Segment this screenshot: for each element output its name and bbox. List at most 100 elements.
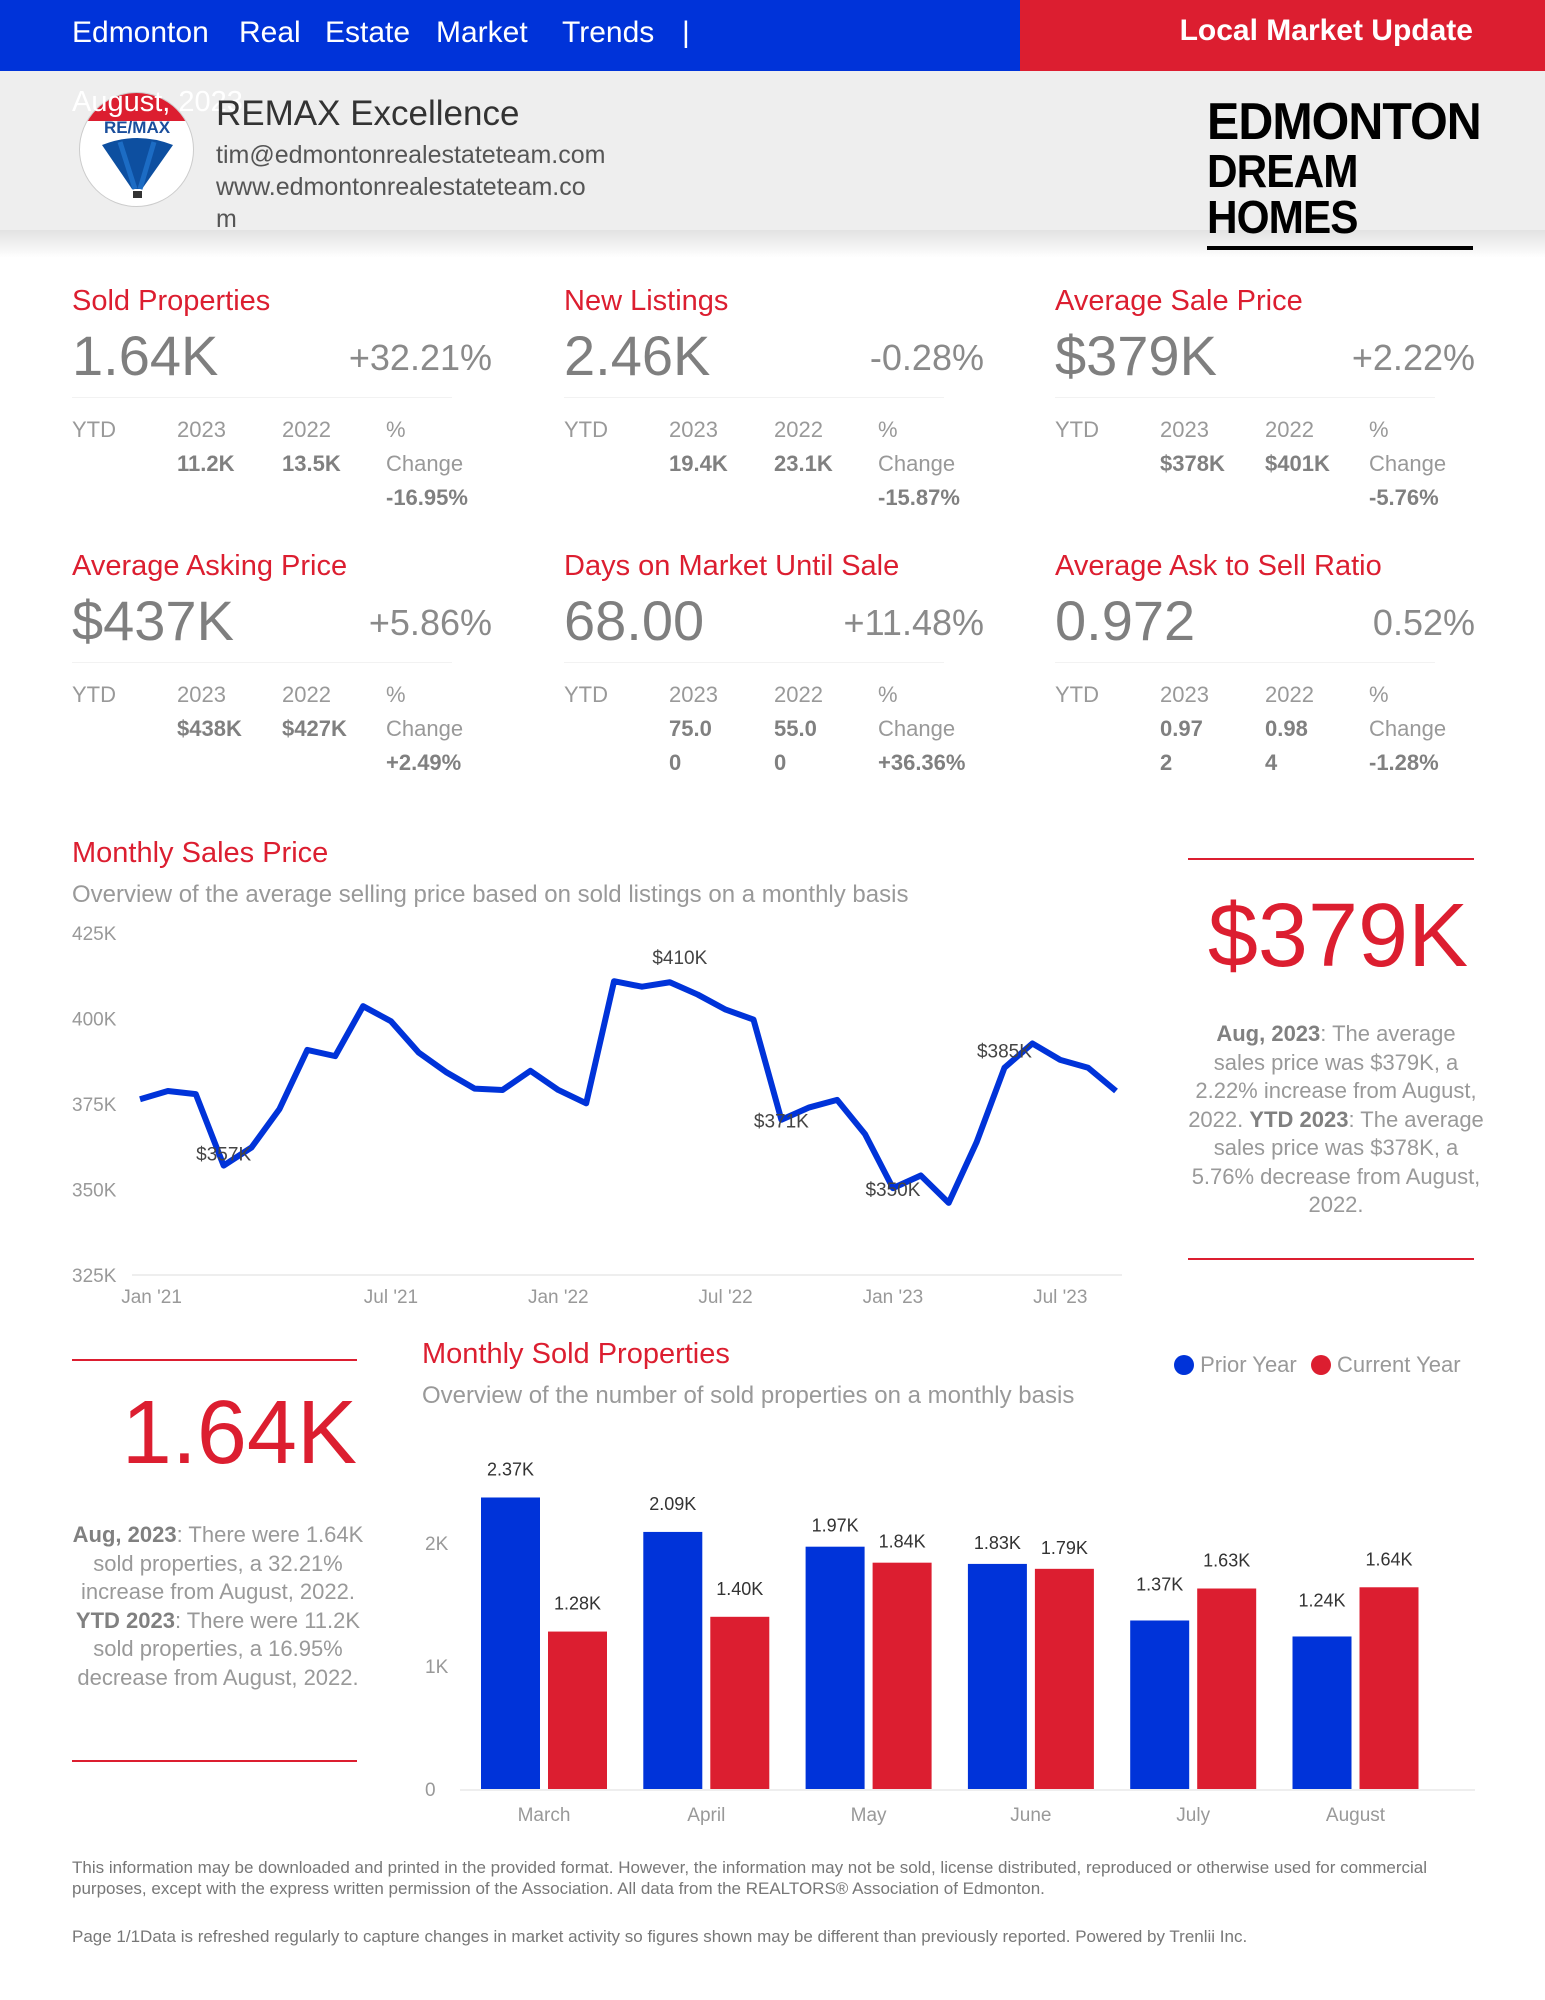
bar-value-label: 1.63K — [1203, 1551, 1250, 1571]
kpi-divider — [72, 662, 452, 663]
ytd-value-current: 19.4K — [669, 451, 728, 476]
legend-label: Current Year — [1337, 1352, 1461, 1377]
ytd-label: YTD — [1055, 682, 1099, 707]
y-tick-label: 400K — [72, 1010, 117, 1031]
ytd-label: YTD — [1055, 417, 1099, 442]
legend-swatch-prior — [1174, 1355, 1194, 1375]
note-bold: Aug, 2023 — [72, 1522, 177, 1547]
bar-value-label: 1.83K — [974, 1533, 1021, 1553]
sales-price-big-value: $379K — [1207, 886, 1469, 986]
x-tick-label: Jan '21 — [121, 1287, 182, 1308]
data-label: $410K — [652, 948, 707, 969]
nav-word: Real — [239, 16, 301, 49]
divider-top — [72, 1359, 357, 1361]
year-label: 2023 — [177, 682, 226, 707]
data-label: $385K — [977, 1042, 1032, 1063]
pct-label: Change — [386, 451, 464, 476]
nav-separator: | — [682, 16, 690, 49]
agent-email[interactable]: tim@edmontonrealestateteam.com — [216, 141, 606, 169]
ytd-label: YTD — [72, 682, 116, 707]
pct-label: Change — [386, 716, 464, 741]
kpi-divider — [1055, 662, 1435, 663]
bar-current-year — [1197, 1588, 1257, 1789]
nav-word: Estate — [325, 16, 411, 49]
pct-label: % — [878, 682, 898, 707]
x-tick-label: Jan '23 — [863, 1287, 924, 1308]
sold-properties-bar-chart: 0 1K 2K 2.37K 1.28K March 2.09K 1.40K April 1.97K… — [425, 1459, 1475, 1826]
bar-value-label: 1.64K — [1365, 1549, 1412, 1569]
kpi-change: +11.48% — [843, 602, 984, 643]
y-tick-label: 425K — [72, 924, 117, 945]
ytd-label: YTD — [564, 417, 608, 442]
ytd-label: YTD — [72, 417, 116, 442]
year-label: 2023 — [177, 417, 226, 442]
sold-note: Aug, 2023: There were 1.64K sold propert… — [72, 1521, 364, 1692]
bar-prior-year — [481, 1497, 540, 1789]
bar-value-label: 1.37K — [1136, 1574, 1183, 1594]
pct-label: Change — [1369, 716, 1447, 741]
bar-prior-year — [1292, 1636, 1352, 1789]
kpi-card: Average Ask to Sell Ratio 0.972 0.52% YT… — [1055, 550, 1475, 800]
note-bold: YTD 2023 — [75, 1607, 175, 1633]
kpi-change: -0.28% — [869, 337, 984, 378]
ytd-value-current: $378K — [1160, 451, 1225, 476]
ytd-label: YTD — [564, 682, 608, 707]
y-tick-label: 1K — [425, 1657, 449, 1678]
data-label: $371K — [754, 1112, 809, 1133]
note-text: : The average sales price was $378K, a 5… — [1191, 1106, 1484, 1218]
note-bold: YTD 2023 — [1249, 1106, 1349, 1132]
nav-word: Market — [436, 16, 528, 49]
edmonton-dream-homes-logo: EDMONTON DREAM HOMES — [1207, 93, 1482, 250]
x-category-label: July — [1176, 1805, 1210, 1826]
x-category-label: August — [1326, 1805, 1386, 1826]
agent-website[interactable]: www.edmontonrealestateteam.co — [216, 173, 586, 201]
header-shadow — [0, 230, 1545, 258]
x-category-label: June — [1010, 1805, 1051, 1826]
ytd-value-prior-wrap: 4 — [1265, 750, 1278, 775]
note-bold: Aug, 2023 — [1216, 1021, 1321, 1046]
ytd-value-current: 11.2K — [177, 451, 235, 476]
kpi-change: +2.22% — [1351, 337, 1475, 378]
kpi-title: New Listings — [564, 285, 729, 317]
ytd-value-current-wrap: 2 — [1160, 750, 1173, 775]
bar-prior-year — [1130, 1620, 1190, 1789]
bar-value-label: 2.09K — [649, 1494, 696, 1514]
kpi-change: 0.52% — [1372, 602, 1475, 643]
data-label: $350K — [865, 1180, 920, 1201]
y-tick-label: 0 — [425, 1780, 436, 1801]
y-tick-label: 325K — [72, 1266, 117, 1287]
kpi-card: New Listings 2.46K -0.28% YTD 2023 19.4K … — [564, 285, 984, 535]
year-label: 2023 — [1160, 682, 1209, 707]
kpi-card: Days on Market Until Sale 68.00 +11.48% … — [564, 550, 984, 800]
ytd-value-prior: 13.5K — [282, 451, 341, 476]
bar-current-year — [548, 1631, 607, 1789]
sales-price-title: Monthly Sales Price — [72, 837, 329, 869]
bar-prior-year — [967, 1563, 1027, 1789]
bar-current-year — [872, 1562, 932, 1789]
ytd-value-prior: 55.0 — [774, 716, 817, 741]
ytd-change: -16.95% — [386, 485, 468, 510]
nav-word: Trends — [562, 16, 655, 49]
kpi-card: Average Sale Price $379K +2.22% YTD 2023… — [1055, 285, 1475, 535]
ytd-change: +2.49% — [386, 750, 462, 775]
kpi-value: 0.972 — [1055, 589, 1196, 652]
bar-current-year — [1359, 1587, 1419, 1789]
bar-prior-year — [805, 1546, 865, 1789]
kpi-title: Sold Properties — [72, 285, 271, 317]
kpi-title: Average Sale Price — [1055, 285, 1303, 317]
year-label: 2022 — [774, 417, 823, 442]
logo-line-1: EDMONTON — [1207, 93, 1482, 151]
year-label: 2022 — [282, 417, 331, 442]
report-month: August, 2023 — [72, 86, 243, 118]
ytd-value-current: 0.97 — [1160, 716, 1203, 741]
pct-label: % — [386, 682, 406, 707]
x-category-label: April — [687, 1805, 725, 1826]
bar-value-label: 2.37K — [487, 1459, 534, 1479]
ytd-change: -15.87% — [878, 485, 960, 510]
x-tick-label: Jul '22 — [698, 1287, 752, 1308]
local-market-banner: Local Market Update — [1020, 0, 1545, 71]
bar-current-year — [710, 1616, 770, 1789]
pct-label: % — [1369, 682, 1389, 707]
ytd-value-prior: 0.98 — [1265, 716, 1308, 741]
